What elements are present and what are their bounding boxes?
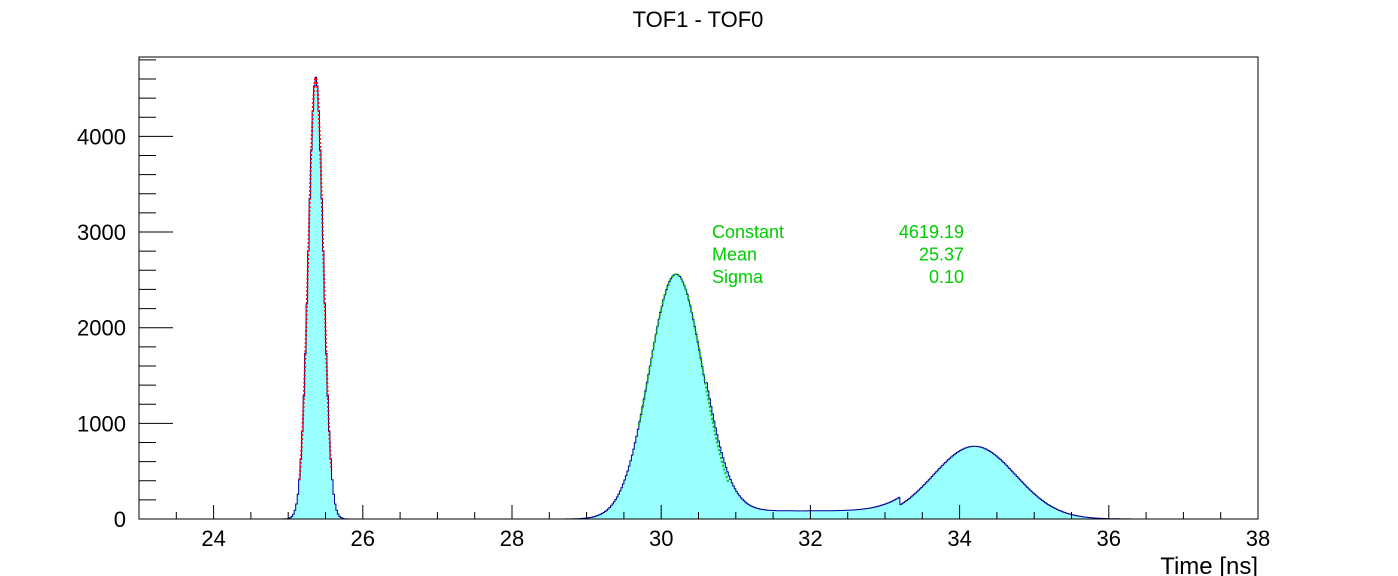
y-tick-label: 2000 (77, 316, 126, 341)
stat-value: 25.37 (919, 245, 964, 265)
stat-value: 0.10 (929, 267, 964, 287)
stat-value: 4619.19 (899, 222, 964, 242)
chart-title: TOF1 - TOF0 (633, 7, 764, 32)
x-tick-label: 24 (201, 526, 225, 551)
x-tick-label: 28 (500, 526, 524, 551)
x-tick-label: 32 (798, 526, 822, 551)
x-tick-label: 26 (351, 526, 375, 551)
y-tick-label: 3000 (77, 220, 126, 245)
x-tick-label: 34 (947, 526, 971, 551)
fit-curve-2 (637, 273, 730, 483)
fit-stats-box: Constant 4619.19 Mean 25.37 Sigma 0.10 (712, 222, 964, 287)
axes: 0 1000 2000 3000 4000 24 26 28 30 32 34 36 38 (77, 59, 1270, 551)
plot-area (139, 75, 1258, 520)
y-tick-label: 0 (114, 507, 126, 532)
y-tick-label: 4000 (77, 124, 126, 149)
x-tick-label: 30 (649, 526, 673, 551)
x-tick-label: 38 (1246, 526, 1270, 551)
x-tick-label: 36 (1097, 526, 1121, 551)
stat-label: Sigma (712, 267, 764, 287)
stat-label: Mean (712, 245, 757, 265)
y-tick-label: 1000 (77, 411, 126, 436)
stat-label: Constant (712, 222, 784, 242)
x-axis-label: Time [ns] (1160, 553, 1258, 576)
